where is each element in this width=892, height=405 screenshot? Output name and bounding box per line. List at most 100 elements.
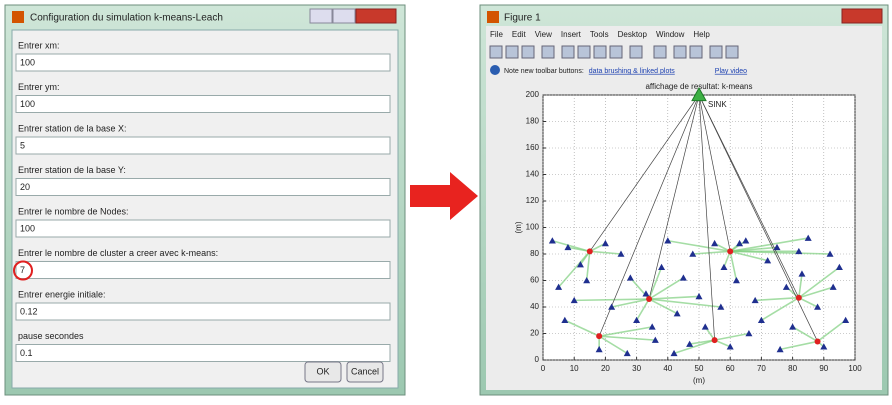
cluster-link [730, 250, 768, 262]
cluster-head [795, 294, 802, 301]
sensor-node [617, 250, 625, 257]
sensor-node [633, 316, 641, 324]
sensor-node [764, 257, 772, 264]
field-label: Entrer station de la base X: [18, 123, 127, 133]
menu-item[interactable]: Help [693, 30, 710, 39]
figure-title: Figure 1 [504, 13, 541, 24]
tool-button[interactable] [725, 45, 739, 59]
sensor-node [776, 345, 784, 353]
field-label: Entrer energie initiale: [18, 289, 106, 299]
menu-item[interactable]: Desktop [618, 30, 648, 39]
minimize-button[interactable] [309, 8, 333, 24]
sensor-node [701, 323, 709, 330]
cluster-link [648, 298, 678, 315]
menu-item[interactable]: Edit [512, 30, 527, 39]
sensor-node [689, 250, 697, 257]
tool-button[interactable] [653, 45, 667, 59]
text-input[interactable] [15, 219, 391, 238]
cluster-link [599, 326, 653, 337]
y-tick-label: 0 [535, 355, 540, 364]
sensor-node [670, 349, 678, 357]
y-tick-label: 140 [526, 170, 540, 179]
cluster-link [585, 251, 591, 281]
tool-button[interactable] [673, 45, 687, 59]
text-input[interactable] [15, 178, 391, 196]
sensor-node [804, 234, 812, 241]
sink-link [598, 94, 700, 337]
menu-item[interactable]: Tools [590, 30, 609, 39]
button[interactable] [346, 361, 384, 383]
cluster-link [792, 326, 818, 343]
sensor-node [564, 243, 572, 251]
text-input[interactable] [15, 302, 391, 321]
menu-item[interactable]: Insert [561, 30, 582, 39]
tool-button[interactable] [609, 45, 623, 59]
sensor-node [757, 316, 765, 324]
field-label: Entrer station de la base Y: [18, 165, 126, 175]
cluster-link [692, 250, 731, 255]
close-button[interactable] [355, 8, 397, 24]
cluster-head [646, 296, 653, 303]
cluster-link [689, 339, 715, 345]
video-link[interactable]: Play video [715, 68, 747, 75]
x-tick-label: 80 [788, 364, 797, 373]
sensor-node [789, 323, 797, 330]
input-value: 20 [20, 182, 30, 192]
field-label: Entrer le nombre de cluster a creer avec… [18, 248, 218, 258]
button-label: OK [316, 366, 329, 376]
text-input[interactable] [15, 53, 391, 72]
sensor-node [664, 237, 672, 244]
sensor-node [595, 345, 603, 353]
x-tick-label: 30 [632, 364, 641, 373]
tool-button[interactable] [505, 45, 519, 59]
cluster-head [596, 333, 603, 340]
input-value: 0.1 [20, 348, 33, 358]
cluster-link [798, 297, 818, 308]
close-button[interactable] [841, 8, 883, 24]
text-input[interactable] [15, 344, 391, 362]
cluster-link [648, 266, 663, 300]
tool-button[interactable] [629, 45, 643, 59]
tool-button[interactable] [541, 45, 555, 59]
tool-button[interactable] [561, 45, 575, 59]
menu-item[interactable]: View [535, 30, 552, 39]
maximize-button[interactable] [332, 8, 356, 24]
x-tick-label: 10 [570, 364, 579, 373]
text-input[interactable] [15, 261, 391, 279]
sensor-node [651, 336, 659, 343]
tool-button[interactable] [689, 45, 703, 59]
sensor-node [820, 343, 828, 350]
tool-button[interactable] [593, 45, 607, 59]
text-input[interactable] [15, 136, 391, 155]
chart-title: affichage de resultat: k-means [645, 82, 752, 91]
sensor-node [623, 349, 631, 357]
x-tick-label: 90 [819, 364, 828, 373]
sink-link [589, 94, 700, 252]
sensor-node [548, 237, 556, 244]
cluster-link [648, 298, 721, 308]
tool-button[interactable] [489, 45, 503, 59]
tool-button[interactable] [521, 45, 535, 59]
x-tick-label: 20 [601, 364, 610, 373]
menu-item[interactable]: File [490, 30, 503, 39]
sensor-node [555, 283, 563, 290]
cluster-link [798, 273, 803, 298]
cluster-link [760, 297, 800, 321]
info-link[interactable]: data brushing & linked plots [589, 68, 675, 75]
sensor-node [561, 316, 569, 324]
sensor-node [742, 237, 750, 244]
text-input[interactable] [15, 95, 391, 113]
tool-button[interactable] [709, 45, 723, 59]
sensor-node [601, 239, 609, 247]
sensor-node [732, 277, 740, 284]
y-tick-label: 60 [530, 276, 539, 285]
tool-button[interactable] [577, 45, 591, 59]
cluster-link [779, 340, 818, 351]
sensor-node [829, 283, 837, 290]
sensor-node [736, 239, 744, 247]
sensor-node [570, 296, 578, 304]
button[interactable] [304, 361, 342, 383]
sensor-node [798, 270, 806, 277]
menu-item[interactable]: Window [656, 30, 685, 39]
dialog-title: Configuration du simulation k-means-Leac… [30, 13, 223, 24]
